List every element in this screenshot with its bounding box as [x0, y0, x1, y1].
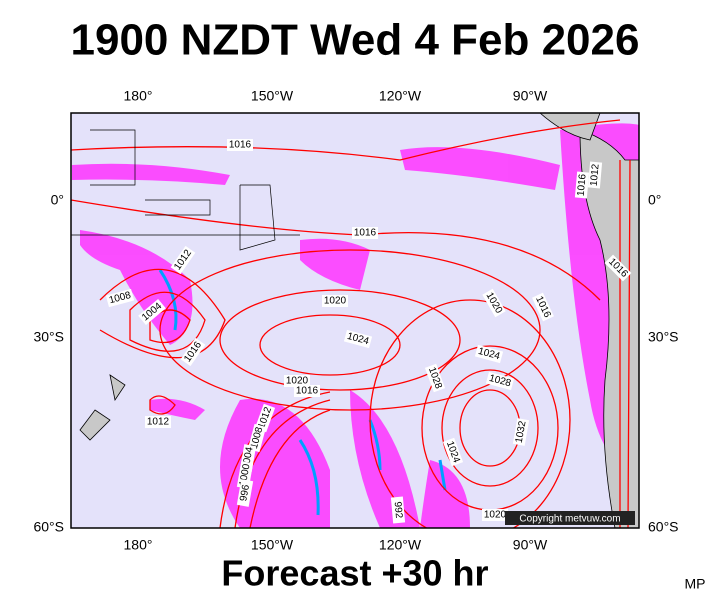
- isobar-label: 1008: [247, 423, 267, 453]
- isobar-label-box: [424, 363, 446, 393]
- lon-label: 180°: [124, 537, 153, 553]
- isobar-label-box: [236, 479, 254, 507]
- isobar-label-box: [352, 227, 378, 239]
- isobar-label: 992: [390, 496, 406, 524]
- isobar-label-box: [482, 509, 508, 521]
- isobar-label-box: [322, 295, 348, 307]
- isobar-label-box: [145, 416, 171, 428]
- isobar-label-box: [485, 371, 515, 391]
- lat-label: 30°S: [33, 329, 64, 345]
- corner-mark: MP: [685, 576, 706, 592]
- isobar-label-text: 1020: [484, 510, 507, 521]
- lon-label: 120°W: [379, 88, 422, 104]
- isobar-label-box: [390, 496, 406, 524]
- isobar-label-box: [170, 245, 196, 275]
- isobar-label: 1020: [284, 375, 310, 387]
- isobar-label-text: 996: [238, 483, 252, 502]
- isobar-label: 1012: [587, 161, 603, 189]
- lon-label: 180°: [124, 88, 153, 104]
- lat-label: 0°: [51, 192, 64, 208]
- isobar-label-box: [482, 288, 506, 318]
- lon-label: 150°W: [251, 537, 294, 553]
- isobar-label-box: [604, 254, 632, 282]
- isobar-label: 1016: [294, 385, 320, 397]
- lon-label: 150°W: [251, 88, 294, 104]
- isobar-label: 1024: [474, 344, 504, 364]
- copyright: Copyright metvuw.com: [519, 514, 620, 525]
- title: 1900 NZDT Wed 4 Feb 2026: [71, 16, 640, 65]
- isobar-label-box: [247, 423, 267, 453]
- lat-label: 30°S: [648, 329, 679, 345]
- isobar-label-text: 1016: [576, 173, 589, 197]
- isobar-label: 1016: [227, 139, 253, 151]
- isobar-label-text: 992: [392, 501, 404, 519]
- lat-label: 0°: [648, 192, 661, 208]
- lat-label: 60°S: [648, 519, 679, 535]
- isobar-label: 1020: [322, 295, 348, 307]
- isobar-label-box: [294, 385, 320, 397]
- isobar-label-text: 1016: [229, 140, 252, 151]
- lat-label: 60°S: [33, 519, 64, 535]
- lon-label: 120°W: [379, 537, 422, 553]
- isobar-label-box: [284, 375, 310, 387]
- isobar-label-box: [474, 344, 504, 364]
- isobar-label: 1008: [105, 288, 135, 308]
- isobar-label-text: 1020: [286, 376, 309, 387]
- isobar-label: 1016: [574, 171, 590, 199]
- isobar-label-box: [343, 329, 373, 349]
- isobar-label-box: [532, 292, 554, 322]
- isobar-label-box: [512, 418, 530, 446]
- lon-label: 90°W: [513, 88, 548, 104]
- isobar-label-text: 1032: [514, 420, 529, 444]
- isobar-label: 1016: [352, 227, 378, 239]
- isobar-label: 1012: [145, 416, 171, 428]
- boundaries: [71, 129, 300, 251]
- isobar-label-text: 1012: [147, 417, 170, 428]
- isobar-label-box: [105, 288, 135, 308]
- isobar-label-box: [574, 171, 590, 199]
- isobar-label-box: [138, 299, 166, 325]
- isobar-label: 1024: [343, 329, 373, 349]
- isobar-label-box: [227, 139, 253, 151]
- map-frame: [70, 112, 640, 529]
- isobar-label-text: 1020: [324, 296, 347, 307]
- copyright-box: [505, 511, 635, 525]
- isobar-label-text: 1012: [589, 163, 602, 187]
- isobar-label-text: 1016: [296, 386, 319, 397]
- isobar-label-box: [254, 403, 276, 433]
- isobar-label-box: [180, 337, 206, 367]
- isobar-label-box: [587, 161, 603, 189]
- isobar-label: 1020: [482, 509, 508, 521]
- isobar-label-box: [442, 437, 464, 467]
- isobar-label: 1032: [512, 418, 530, 446]
- footer: Forecast +30 hr: [221, 553, 488, 594]
- isobar-label: 996: [236, 479, 254, 507]
- isobar-label: 1028: [485, 371, 515, 391]
- lon-label: 90°W: [513, 537, 548, 553]
- isobar-label-text: 1016: [354, 228, 377, 239]
- map-layers: [71, 113, 639, 528]
